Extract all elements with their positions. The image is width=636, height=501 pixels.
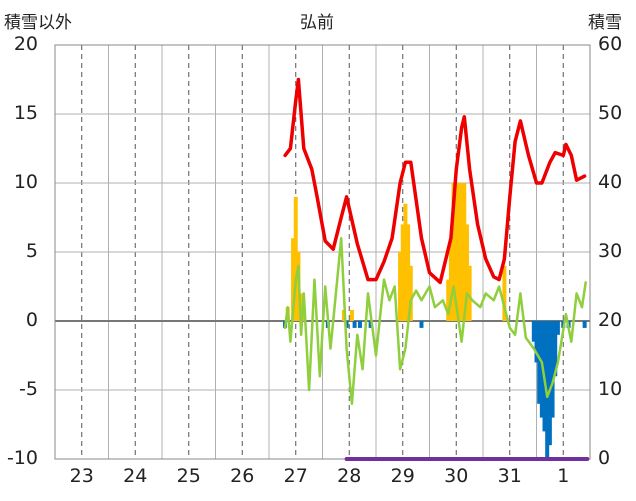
plot-border xyxy=(54,44,591,460)
left-axis-tick-label: 5 xyxy=(25,240,38,262)
orange-bar xyxy=(446,279,451,321)
orange-bar xyxy=(403,203,408,321)
orange-bar xyxy=(454,183,459,321)
x-axis-tick-label: 1 xyxy=(557,465,570,487)
left-axis-tick-label: 15 xyxy=(13,102,38,124)
orange-bar xyxy=(448,238,453,321)
right-axis-tick-label: 60 xyxy=(598,33,623,55)
x-axis-tick-label: 29 xyxy=(390,465,415,487)
orange-bar xyxy=(406,224,411,321)
blue-bar xyxy=(550,321,555,418)
right-axis-tick-label: 20 xyxy=(598,309,623,331)
left-axis-tick-label: -5 xyxy=(19,378,38,400)
right-axis-tick-label: 40 xyxy=(598,171,623,193)
left-axis-tick-label: 10 xyxy=(13,171,38,193)
orange-bar xyxy=(451,183,456,321)
x-axis-tick-label: 26 xyxy=(230,465,255,487)
orange-bar xyxy=(293,196,298,321)
blue-bar xyxy=(553,321,558,377)
orange-bar xyxy=(398,252,403,321)
chart-title: 弘前 xyxy=(300,13,334,33)
left-axis-tick-label: 0 xyxy=(25,309,38,331)
orange-bar xyxy=(467,265,472,321)
blue-bar xyxy=(352,321,357,328)
orange-bar xyxy=(502,265,507,321)
blue-bar xyxy=(357,321,362,328)
left-axis-tick-label: 20 xyxy=(13,33,38,55)
x-axis-tick-label: 30 xyxy=(444,465,469,487)
orange-bar xyxy=(464,224,469,321)
left-axis-tick-label: -10 xyxy=(6,447,38,469)
blue-bar xyxy=(531,321,536,342)
x-axis-tick-label: 25 xyxy=(176,465,201,487)
right-axis-tick-label: 0 xyxy=(598,447,611,469)
right-axis-tick-label: 50 xyxy=(598,102,623,124)
green-series-line xyxy=(283,236,587,406)
blue-bar xyxy=(419,321,424,328)
blue-bar xyxy=(368,321,373,328)
right-axis-tick-label: 10 xyxy=(598,378,623,400)
blue-bar xyxy=(534,321,539,363)
orange-bar xyxy=(400,224,405,321)
blue-bar xyxy=(582,321,587,328)
orange-bar xyxy=(456,183,461,321)
x-axis-tick-label: 23 xyxy=(69,465,94,487)
blue-bar xyxy=(555,321,560,335)
blue-bar xyxy=(547,321,552,446)
orange-bar xyxy=(408,265,413,321)
orange-bar xyxy=(462,183,467,321)
x-axis-tick-label: 27 xyxy=(283,465,308,487)
orange-bar xyxy=(291,238,296,321)
right-axis-tick-label: 30 xyxy=(598,240,623,262)
red-series-line xyxy=(283,77,587,285)
orange-bar xyxy=(349,309,354,321)
x-axis-tick-label: 31 xyxy=(497,465,522,487)
x-axis-tick-label: 28 xyxy=(337,465,362,487)
blue-bar xyxy=(537,321,542,404)
x-axis-tick-label: 24 xyxy=(123,465,148,487)
orange-bar xyxy=(459,183,464,321)
left-axis-title: 積雪以外 xyxy=(4,13,72,33)
right-axis-title: 積雪 xyxy=(588,13,622,33)
